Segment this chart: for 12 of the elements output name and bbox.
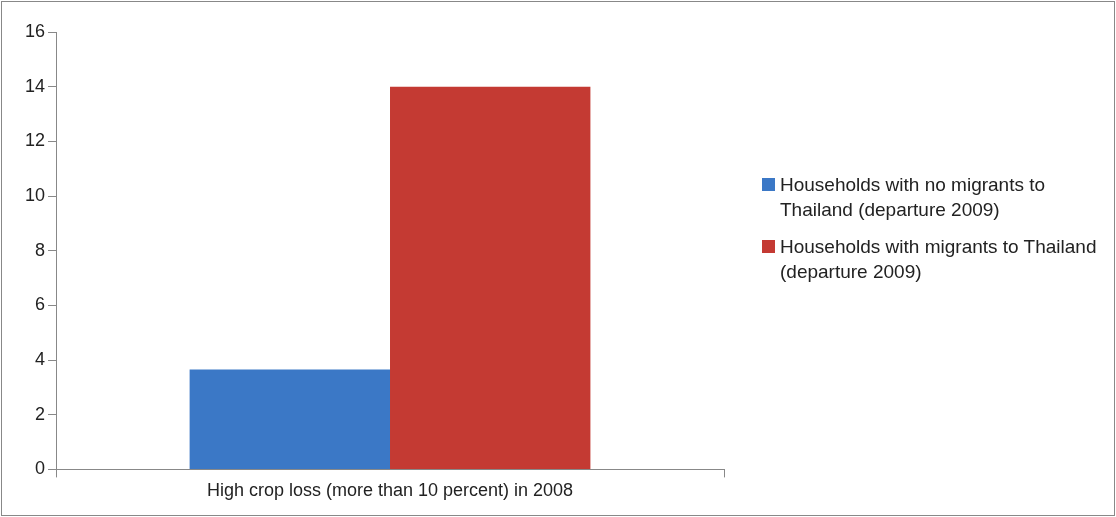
y-tick-label: 4 (35, 349, 46, 370)
y-tick-label: 16 (24, 20, 46, 41)
y-tick-label: 2 (35, 403, 46, 424)
y-tick-label: 10 (24, 184, 46, 205)
legend-label: Households with no migrants to Thailand (departure 2009) (780, 173, 1047, 222)
y-tick-label: 14 (24, 75, 46, 96)
legend-label: Households with migrants to Thailand (departure 2009) (780, 235, 1098, 284)
y-tick-label: 8 (35, 239, 46, 260)
x-tick-label: High crop loss (more than 10 percent) in 2008 (206, 480, 574, 501)
y-tick-label: 6 (35, 294, 46, 315)
y-tick-label: 12 (24, 130, 46, 151)
y-tick-label: 0 (35, 458, 46, 479)
